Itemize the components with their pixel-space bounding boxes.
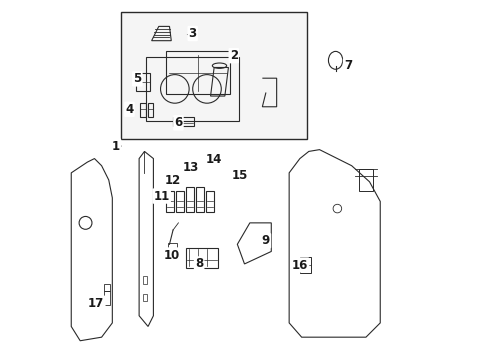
Text: 16: 16 [291, 258, 307, 271]
Text: 13: 13 [183, 161, 199, 174]
Text: 9: 9 [261, 234, 269, 247]
Bar [104, 284, 110, 291]
Text: 7: 7 [344, 59, 351, 72]
Text: 10: 10 [163, 248, 180, 261]
Bar [104, 291, 110, 305]
Text: 15: 15 [231, 169, 248, 182]
Text: 12: 12 [164, 174, 181, 187]
Bar [358, 169, 372, 191]
Bar [146, 57, 239, 121]
Bar [196, 187, 203, 212]
Text: 4: 4 [125, 103, 133, 116]
Text: 1: 1 [112, 140, 120, 153]
Text: 8: 8 [195, 257, 203, 270]
Bar [142, 294, 147, 301]
Bar [165, 51, 230, 94]
Bar [165, 191, 173, 212]
Text: 14: 14 [205, 153, 221, 166]
Bar [185, 187, 193, 212]
Text: 17: 17 [88, 297, 104, 310]
Bar [135, 73, 149, 91]
Bar [176, 191, 183, 212]
Text: 2: 2 [229, 49, 237, 62]
Bar [121, 12, 306, 139]
Bar [205, 191, 213, 212]
Bar [167, 243, 176, 251]
Bar [147, 103, 153, 117]
Bar [173, 117, 194, 126]
Bar [142, 276, 147, 284]
Text: 6: 6 [174, 116, 182, 129]
Text: 3: 3 [188, 27, 196, 40]
Text: 11: 11 [153, 190, 169, 203]
Bar [185, 248, 217, 267]
Bar [299, 257, 310, 273]
Text: 5: 5 [133, 72, 141, 85]
Bar [140, 103, 145, 117]
